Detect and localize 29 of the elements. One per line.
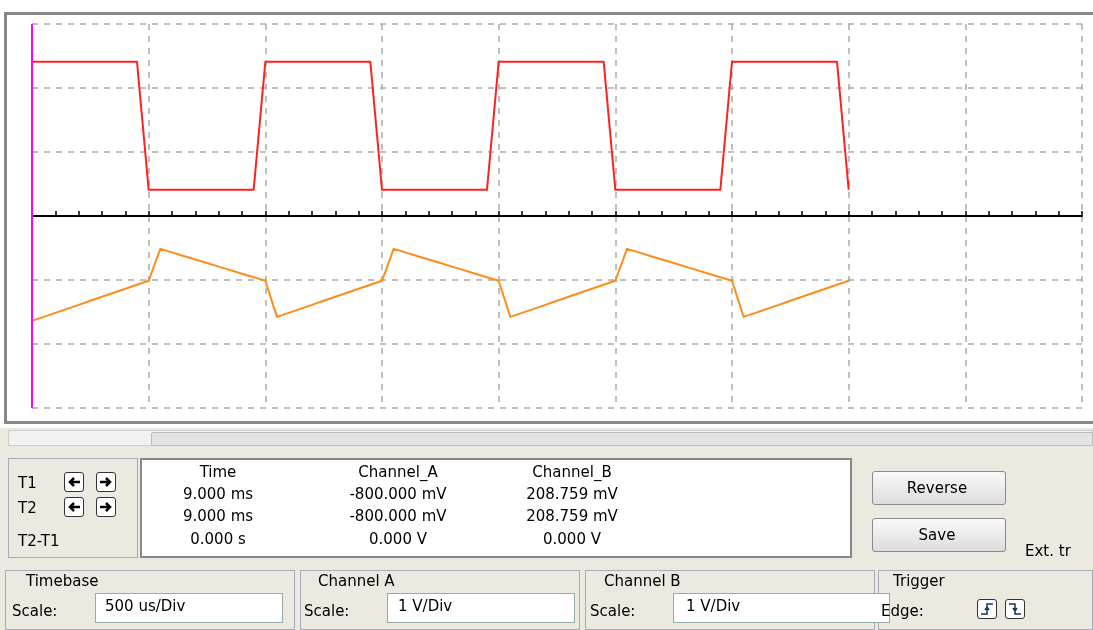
text: T2-T1 [18,532,60,550]
text: Time [199,463,237,481]
text: Scale: [590,602,636,620]
text: Save [918,526,956,544]
text: Reverse [906,479,968,497]
text: T2 [18,499,37,517]
text: Channel B [604,572,681,590]
text: 208.759 mV [526,485,618,503]
text: 208.759 mV [526,507,618,525]
text: Scale: [304,602,350,620]
text: Trigger [893,572,945,590]
text: 1 V/Div [686,597,741,615]
text: -800.000 mV [349,485,447,503]
text: -800.000 mV [349,507,447,525]
text: 1 V/Div [398,597,453,615]
text: Scale: [12,602,58,620]
text: Channel_A [358,463,438,481]
text: 9.000 ms [182,507,254,525]
text: 0.000 s [190,530,246,548]
text: 9.000 ms [182,485,254,503]
text: 500 us/Div [105,597,186,615]
text: Edge: [881,602,924,620]
text: T1 [18,474,37,492]
text: Channel A [318,572,395,590]
text: Ext. tr [1025,542,1071,560]
text: Channel_B [532,463,612,481]
text: Timebase [26,572,99,590]
text: 0.000 V [369,530,427,548]
text: 0.000 V [543,530,601,548]
